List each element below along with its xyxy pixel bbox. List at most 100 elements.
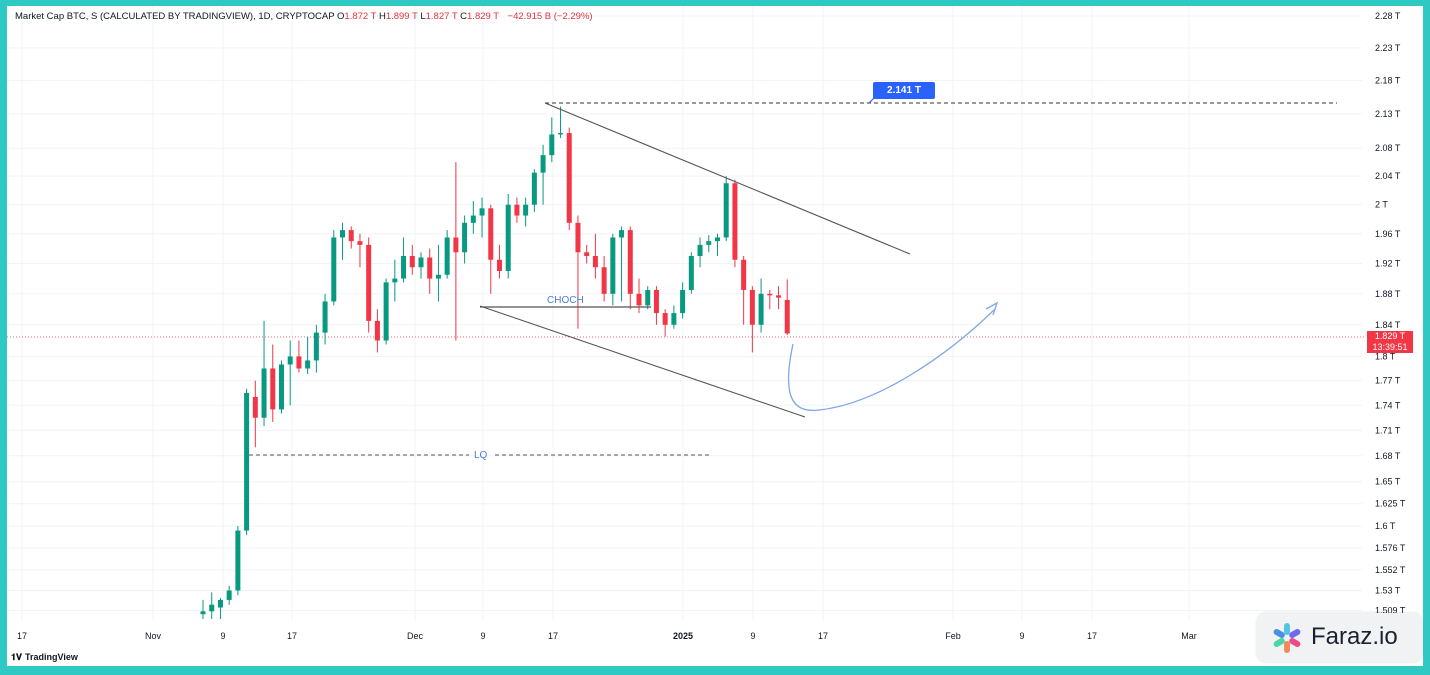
low-value: 1.827 T: [425, 11, 458, 22]
candle-body: [558, 133, 564, 135]
candle-body: [514, 204, 520, 216]
candle-body: [645, 289, 651, 306]
candle-body: [244, 392, 250, 531]
candle-body: [749, 289, 755, 325]
candle-body: [200, 611, 206, 615]
candle-body: [217, 599, 223, 608]
tradingview-brand: TradingView: [24, 652, 78, 662]
candle-body: [366, 244, 372, 321]
faraz-brand: Faraz.io: [1311, 623, 1398, 650]
y-tick-label: 1.71 T: [1375, 425, 1401, 435]
price-chart[interactable]: 2.28 T 2.23 T 2.18 T 2.13 T 2.08 T 2.04 T 2 T 1…: [7, 6, 1423, 666]
candle-body: [209, 604, 215, 612]
candle-body: [444, 237, 450, 275]
x-axis: 17 Nov 9 17 Dec 9 17 2025 9 17 Feb 9 17 Mar: [17, 631, 1197, 641]
candle-body: [566, 133, 572, 223]
candle-body: [767, 293, 773, 296]
candle-body: [261, 368, 267, 418]
candle-body: [610, 237, 616, 294]
candle-body: [584, 252, 590, 257]
current-price-value: 1.829 T: [1374, 331, 1406, 341]
x-tick-label: Mar: [1181, 631, 1197, 641]
y-axis: 2.28 T 2.23 T 2.18 T 2.13 T 2.08 T 2.04 T 2 T 1…: [1375, 11, 1406, 615]
change-value: −42.915 B (−2.29%): [507, 11, 593, 22]
x-tick-label: 9: [1019, 631, 1024, 641]
candle-body: [313, 332, 319, 361]
candle-body: [662, 313, 668, 325]
candle-body: [549, 134, 555, 156]
candle-body: [636, 293, 642, 306]
y-tick-label: 1.65 T: [1375, 477, 1401, 487]
x-tick-label: 17: [818, 631, 828, 641]
tradingview-logo[interactable]: 𝟏𝐕 TradingView: [11, 652, 78, 663]
y-tick-label: 2.23 T: [1375, 43, 1401, 53]
candle-body: [680, 289, 686, 314]
y-tick-label: 1.6 T: [1375, 521, 1396, 531]
faraz-logo-icon: [1273, 623, 1301, 653]
candle-body: [505, 204, 511, 272]
candle-body: [776, 295, 782, 298]
candle-body: [732, 183, 738, 260]
candle-body: [697, 244, 703, 257]
candle-body: [540, 155, 546, 173]
open-value: 1.872 T: [344, 11, 377, 22]
grid: [7, 6, 1362, 621]
candle-body: [531, 172, 537, 205]
y-tick-label: 1.92 T: [1375, 258, 1401, 268]
symbol-header: Market Cap BTC, S (CALCULATED BY TRADING…: [15, 11, 593, 22]
candle-body: [723, 183, 729, 238]
x-tick-label: 9: [220, 631, 225, 641]
candle-body: [348, 230, 354, 242]
candle-body: [305, 360, 311, 369]
candle-body: [287, 356, 293, 365]
candle-body: [383, 282, 389, 341]
upper-trendline[interactable]: [544, 102, 911, 255]
lower-trendline[interactable]: [479, 305, 806, 418]
x-tick-label: Feb: [945, 631, 961, 641]
y-tick-label: 2 T: [1375, 200, 1388, 210]
y-tick-label: 2.18 T: [1375, 76, 1401, 86]
x-tick-label: 17: [287, 631, 297, 641]
projection-arrow[interactable]: [787, 308, 996, 412]
x-tick-label: 17: [548, 631, 558, 641]
candle-body: [340, 230, 346, 238]
x-tick-label: Nov: [145, 631, 162, 641]
high-value: 1.899 T: [385, 11, 418, 22]
candle-body: [331, 237, 337, 302]
y-tick-label: 2.08 T: [1375, 143, 1401, 153]
target-price-label[interactable]: 2.141 T: [873, 82, 935, 99]
x-tick-label: 9: [480, 631, 485, 641]
y-tick-label: 1.552 T: [1375, 565, 1406, 575]
candle-body: [627, 230, 633, 294]
symbol-title: Market Cap BTC, S (CALCULATED BY TRADING…: [15, 11, 335, 22]
candle-body: [357, 241, 363, 245]
arrow-head-icon: [985, 301, 999, 316]
faraz-watermark: Faraz.io: [1257, 613, 1422, 662]
candle-body: [741, 259, 747, 290]
candle-body: [226, 590, 232, 600]
candle-body: [296, 356, 302, 369]
high-label: H: [378, 11, 386, 22]
y-tick-label: 1.625 T: [1375, 499, 1406, 509]
y-tick-label: 1.8 T: [1375, 351, 1396, 361]
y-tick-label: 1.84 T: [1375, 320, 1401, 330]
candle-body: [758, 293, 764, 325]
candle-body: [601, 267, 607, 294]
candle-body: [706, 241, 712, 245]
x-tick-label: 17: [1087, 631, 1097, 641]
candle-body: [671, 313, 677, 325]
candle-body: [784, 299, 790, 334]
low-label: L: [420, 11, 426, 22]
current-price-tag: 1.829 T 13:39:51: [1367, 331, 1413, 353]
candle-body: [462, 222, 468, 253]
candle-body: [278, 364, 284, 410]
y-tick-label: 2.04 T: [1375, 171, 1401, 181]
y-tick-label: 2.28 T: [1375, 11, 1401, 21]
y-tick-label: 1.74 T: [1375, 400, 1401, 410]
lq-label: LQ: [474, 450, 488, 461]
choch-label: CHOCH: [547, 295, 584, 306]
open-label: O: [337, 11, 345, 22]
y-tick-label: 1.96 T: [1375, 229, 1401, 239]
candle-body: [714, 237, 720, 242]
y-tick-label: 1.576 T: [1375, 543, 1406, 553]
